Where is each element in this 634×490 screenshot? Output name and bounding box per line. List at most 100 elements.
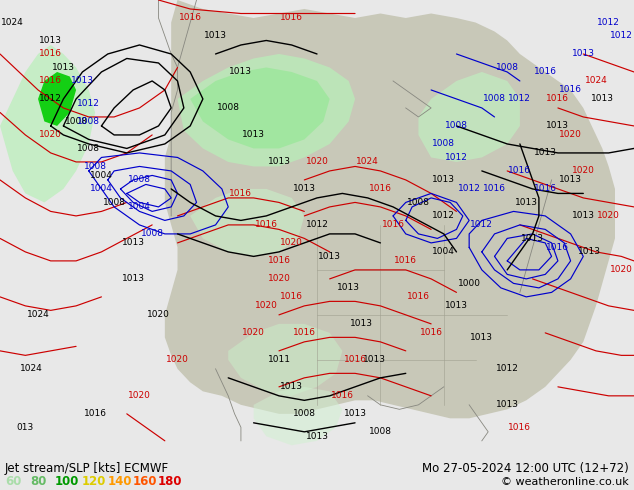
- Text: 1012: 1012: [508, 95, 531, 103]
- Text: 1013: 1013: [293, 184, 316, 194]
- Text: 1004: 1004: [90, 171, 113, 180]
- Text: 1008: 1008: [77, 117, 100, 126]
- Text: 1016: 1016: [534, 184, 557, 194]
- Text: 1013: 1013: [547, 122, 569, 130]
- Polygon shape: [190, 189, 304, 256]
- Polygon shape: [0, 45, 95, 202]
- Text: 1016: 1016: [508, 167, 531, 175]
- Text: 1004: 1004: [90, 184, 113, 194]
- Text: 1013: 1013: [572, 49, 595, 58]
- Text: 1012: 1012: [458, 184, 481, 194]
- Text: 1020: 1020: [268, 274, 290, 283]
- Text: 1008: 1008: [65, 117, 87, 126]
- Text: 1013: 1013: [318, 252, 341, 261]
- Text: 1013: 1013: [559, 175, 582, 184]
- Text: 1016: 1016: [547, 243, 569, 252]
- Text: 120: 120: [82, 475, 107, 489]
- Text: 1013: 1013: [230, 68, 252, 76]
- Text: 1008: 1008: [483, 95, 506, 103]
- Text: 1016: 1016: [483, 184, 506, 194]
- Text: 1008: 1008: [217, 103, 240, 113]
- Text: 1020: 1020: [166, 355, 189, 365]
- Text: 1016: 1016: [407, 293, 430, 301]
- Text: 100: 100: [55, 475, 79, 489]
- Polygon shape: [190, 68, 330, 148]
- Text: 1013: 1013: [578, 247, 601, 256]
- Text: 1013: 1013: [52, 63, 75, 72]
- Text: 1016: 1016: [394, 256, 417, 266]
- Text: 1008: 1008: [445, 122, 468, 130]
- Text: 1020: 1020: [128, 392, 151, 400]
- Text: 1016: 1016: [179, 14, 202, 23]
- Text: 1013: 1013: [242, 130, 265, 140]
- Text: 1013: 1013: [344, 409, 366, 418]
- Text: 1012: 1012: [496, 365, 519, 373]
- Text: 1016: 1016: [369, 184, 392, 194]
- Text: 1020: 1020: [559, 130, 582, 140]
- Text: 1013: 1013: [337, 283, 360, 293]
- Text: 1008: 1008: [496, 63, 519, 72]
- Text: 1013: 1013: [432, 175, 455, 184]
- Text: 1008: 1008: [369, 427, 392, 436]
- Text: 1016: 1016: [280, 14, 303, 23]
- Text: 1020: 1020: [39, 130, 62, 140]
- Text: 1012: 1012: [445, 153, 468, 162]
- Text: 1013: 1013: [39, 36, 62, 45]
- Text: 1016: 1016: [39, 49, 62, 58]
- Text: 1013: 1013: [572, 211, 595, 220]
- Text: 1012: 1012: [39, 95, 62, 103]
- Text: 1016: 1016: [508, 423, 531, 432]
- Text: 1008: 1008: [432, 140, 455, 148]
- Text: 1016: 1016: [84, 409, 107, 418]
- Text: 1012: 1012: [77, 99, 100, 108]
- Text: 1012: 1012: [432, 211, 455, 220]
- Text: 1008: 1008: [141, 229, 164, 239]
- Text: 1004: 1004: [128, 202, 151, 211]
- Text: 1020: 1020: [280, 239, 303, 247]
- Text: 1008: 1008: [293, 409, 316, 418]
- Text: 1016: 1016: [255, 220, 278, 229]
- Text: 1020: 1020: [147, 310, 170, 319]
- Text: 1016: 1016: [39, 76, 62, 85]
- Text: 1012: 1012: [306, 220, 328, 229]
- Text: 1013: 1013: [363, 355, 385, 365]
- Text: 1012: 1012: [610, 31, 633, 41]
- Text: 013: 013: [16, 423, 34, 432]
- Text: 1016: 1016: [268, 256, 290, 266]
- Text: 1016: 1016: [331, 392, 354, 400]
- Text: 1008: 1008: [128, 175, 151, 184]
- Text: 1024: 1024: [20, 365, 43, 373]
- Text: 1000: 1000: [458, 279, 481, 288]
- Text: 1020: 1020: [306, 157, 328, 167]
- Text: 160: 160: [133, 475, 157, 489]
- Text: 1013: 1013: [204, 31, 227, 41]
- Text: 1024: 1024: [27, 310, 49, 319]
- Text: 1013: 1013: [470, 333, 493, 342]
- Text: 1016: 1016: [534, 68, 557, 76]
- Text: 1020: 1020: [242, 328, 265, 338]
- Text: 140: 140: [108, 475, 133, 489]
- Text: Jet stream/SLP [kts] ECMWF: Jet stream/SLP [kts] ECMWF: [5, 462, 169, 475]
- Text: 1016: 1016: [230, 189, 252, 198]
- Text: 1020: 1020: [572, 167, 595, 175]
- Polygon shape: [228, 324, 342, 396]
- Text: 1013: 1013: [591, 95, 614, 103]
- Text: 1024: 1024: [1, 18, 24, 27]
- Polygon shape: [418, 72, 520, 162]
- Polygon shape: [178, 54, 355, 167]
- Text: 60: 60: [5, 475, 22, 489]
- Text: 1016: 1016: [382, 220, 404, 229]
- Text: 1016: 1016: [420, 328, 443, 338]
- Text: 1012: 1012: [597, 18, 620, 27]
- Text: 1016: 1016: [344, 355, 366, 365]
- Text: 1004: 1004: [432, 247, 455, 256]
- Text: 1008: 1008: [103, 198, 126, 207]
- Text: 1013: 1013: [122, 239, 145, 247]
- Text: 1016: 1016: [280, 293, 303, 301]
- Text: 1024: 1024: [585, 76, 607, 85]
- Text: 1013: 1013: [350, 319, 373, 328]
- Text: 1013: 1013: [280, 382, 303, 392]
- Text: 1020: 1020: [597, 211, 620, 220]
- Text: 1016: 1016: [559, 85, 582, 95]
- Text: 1008: 1008: [84, 162, 107, 171]
